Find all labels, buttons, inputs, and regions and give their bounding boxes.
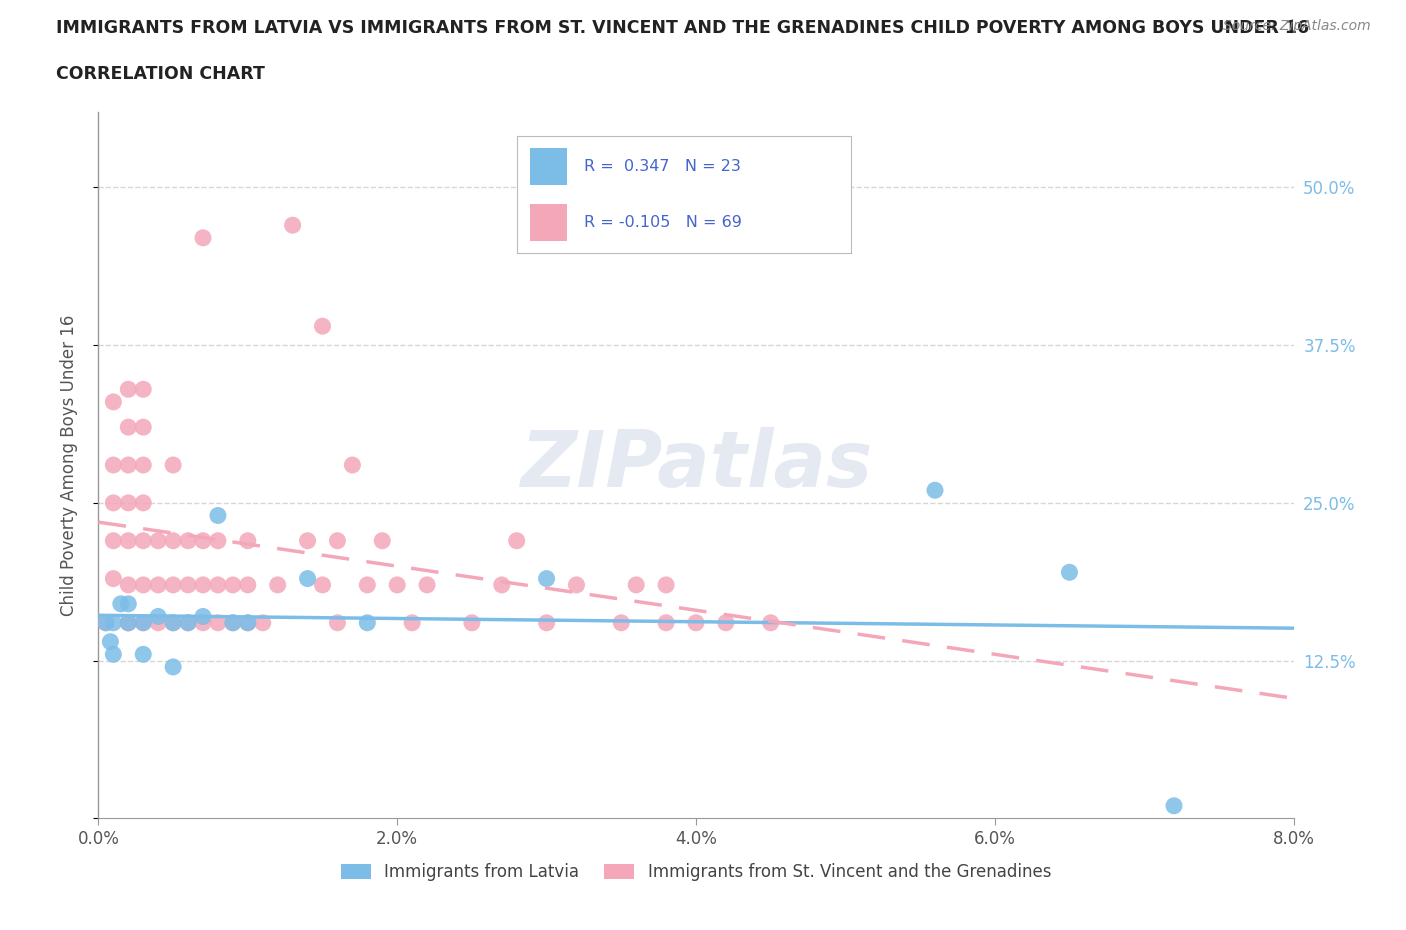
- Point: [326, 533, 349, 548]
- Point: [103, 496, 125, 511]
- Point: [117, 382, 139, 397]
- Point: [117, 496, 139, 511]
- Point: [371, 533, 394, 548]
- Point: [207, 578, 229, 592]
- Text: ZIPatlas: ZIPatlas: [520, 427, 872, 503]
- Point: [117, 533, 139, 548]
- Point: [162, 458, 184, 472]
- Point: [148, 533, 170, 548]
- Point: [103, 647, 125, 662]
- Point: [177, 578, 200, 592]
- Point: [117, 458, 139, 472]
- Point: [191, 616, 214, 631]
- Point: [103, 616, 125, 631]
- Point: [267, 578, 290, 592]
- Point: [1163, 798, 1185, 813]
- Point: [148, 609, 170, 624]
- Point: [714, 616, 737, 631]
- Point: [297, 571, 319, 586]
- Point: [685, 616, 707, 631]
- Point: [132, 496, 155, 511]
- Point: [191, 578, 214, 592]
- Point: [132, 382, 155, 397]
- Point: [222, 578, 245, 592]
- Point: [191, 533, 214, 548]
- Point: [759, 616, 782, 631]
- Y-axis label: Child Poverty Among Boys Under 16: Child Poverty Among Boys Under 16: [59, 314, 77, 616]
- Point: [311, 578, 333, 592]
- Point: [132, 616, 155, 631]
- Point: [162, 578, 184, 592]
- Point: [103, 533, 125, 548]
- Point: [117, 578, 139, 592]
- Point: [655, 578, 678, 592]
- Point: [385, 578, 409, 592]
- Point: [356, 616, 378, 631]
- Point: [281, 218, 304, 232]
- Point: [222, 616, 245, 631]
- Point: [132, 616, 155, 631]
- Point: [117, 616, 139, 631]
- Point: [162, 533, 184, 548]
- Point: [103, 458, 125, 472]
- Text: Source: ZipAtlas.com: Source: ZipAtlas.com: [1223, 19, 1371, 33]
- Point: [103, 394, 125, 409]
- Point: [207, 508, 229, 523]
- Point: [297, 533, 319, 548]
- Point: [117, 616, 139, 631]
- Point: [565, 578, 588, 592]
- Point: [132, 419, 155, 434]
- Text: CORRELATION CHART: CORRELATION CHART: [56, 65, 266, 83]
- Point: [401, 616, 423, 631]
- Point: [148, 616, 170, 631]
- Point: [326, 616, 349, 631]
- Point: [94, 616, 117, 631]
- Point: [536, 616, 558, 631]
- Point: [1059, 565, 1081, 579]
- Point: [610, 616, 633, 631]
- Point: [162, 616, 184, 631]
- Point: [342, 458, 364, 472]
- Point: [311, 319, 333, 334]
- Point: [236, 578, 259, 592]
- Point: [207, 533, 229, 548]
- Point: [536, 571, 558, 586]
- Point: [132, 458, 155, 472]
- Point: [117, 616, 139, 631]
- Text: IMMIGRANTS FROM LATVIA VS IMMIGRANTS FROM ST. VINCENT AND THE GRENADINES CHILD P: IMMIGRANTS FROM LATVIA VS IMMIGRANTS FRO…: [56, 19, 1309, 36]
- Point: [461, 616, 484, 631]
- Point: [236, 533, 259, 548]
- Point: [506, 533, 529, 548]
- Point: [162, 659, 184, 674]
- Point: [148, 578, 170, 592]
- Point: [177, 533, 200, 548]
- Point: [416, 578, 439, 592]
- Point: [222, 616, 245, 631]
- Point: [655, 616, 678, 631]
- Point: [207, 616, 229, 631]
- Point: [236, 616, 259, 631]
- Point: [98, 634, 122, 649]
- Point: [132, 533, 155, 548]
- Point: [110, 596, 132, 611]
- Point: [162, 616, 184, 631]
- Point: [491, 578, 513, 592]
- Point: [177, 616, 200, 631]
- Point: [191, 231, 214, 246]
- Point: [252, 616, 274, 631]
- Point: [924, 483, 946, 498]
- Point: [132, 578, 155, 592]
- Point: [103, 571, 125, 586]
- Point: [191, 609, 214, 624]
- Point: [132, 647, 155, 662]
- Point: [117, 596, 139, 611]
- Point: [94, 616, 117, 631]
- Point: [117, 419, 139, 434]
- Legend: Immigrants from Latvia, Immigrants from St. Vincent and the Grenadines: Immigrants from Latvia, Immigrants from …: [335, 857, 1057, 888]
- Point: [356, 578, 378, 592]
- Point: [236, 616, 259, 631]
- Point: [626, 578, 648, 592]
- Point: [177, 616, 200, 631]
